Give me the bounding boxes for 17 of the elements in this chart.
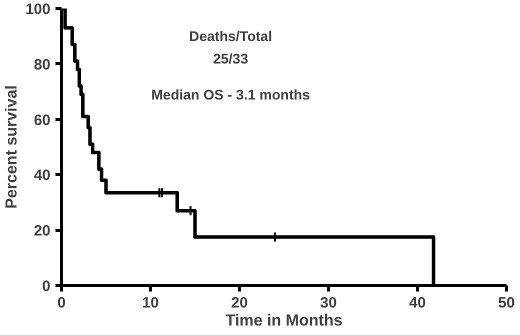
x-tick-label: 0 bbox=[57, 294, 66, 312]
y-tick-label: 40 bbox=[34, 167, 51, 184]
x-tick-label: 30 bbox=[320, 294, 337, 312]
y-tick-label: 0 bbox=[42, 278, 50, 295]
x-tick-label: 40 bbox=[409, 294, 426, 312]
y-axis-title: Percent survival bbox=[3, 85, 20, 209]
y-tick-label: 20 bbox=[34, 222, 51, 240]
y-tick-label: 80 bbox=[34, 56, 51, 74]
x-tick-label: 50 bbox=[498, 294, 515, 312]
x-tick-label: 10 bbox=[142, 294, 159, 312]
y-tick-label: 100 bbox=[25, 1, 51, 18]
annotation: 25/33 bbox=[213, 50, 248, 66]
x-tick-label: 20 bbox=[231, 294, 248, 312]
y-tick-label: 60 bbox=[34, 112, 51, 129]
annotation: Median OS - 3.1 months bbox=[151, 86, 310, 102]
x-axis-title: Time in Months bbox=[225, 312, 343, 330]
annotation: Deaths/Total bbox=[189, 28, 272, 44]
